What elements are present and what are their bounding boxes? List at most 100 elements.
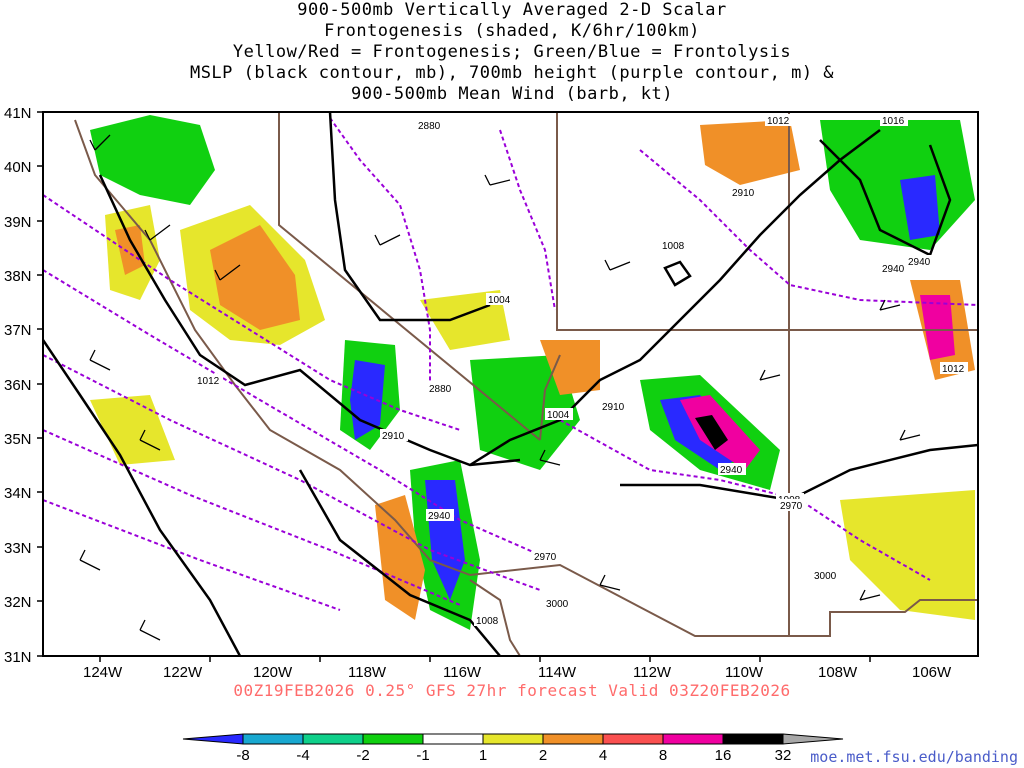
mslp-contour-1008-south — [620, 443, 978, 502]
title-line-3: Yellow/Red = Frontogenesis; Green/Blue =… — [232, 42, 792, 62]
wind-barb — [759, 369, 781, 381]
colorbar-cell — [602, 733, 664, 745]
height-label-box — [906, 255, 934, 267]
lat-label: 33N — [4, 540, 32, 557]
mslp-label: 1004 — [547, 410, 570, 421]
shade-frontogenesis-nm-core — [920, 295, 955, 360]
wind-barb — [599, 574, 621, 591]
border-ut-az — [556, 112, 978, 331]
colorbar-tick: -4 — [296, 747, 309, 764]
height-label: 2880 — [429, 384, 452, 395]
colorbar-cell — [182, 733, 244, 745]
colorbar-cell — [662, 733, 724, 745]
shade-frontolysis-nw — [90, 115, 215, 205]
lon-label: 120W — [253, 664, 293, 681]
lon-label: 116W — [443, 664, 482, 681]
longitude-labels: 124W 122W 120W 118W 116W 114W 112W 110W … — [83, 664, 952, 681]
height-contour-3000 — [43, 429, 461, 606]
height-label: 2970 — [534, 552, 557, 563]
height-label: 2910 — [732, 188, 755, 199]
colorbar-tick: 16 — [715, 747, 732, 764]
height-contour-2910-east — [639, 149, 978, 306]
colorbar-cell — [242, 733, 304, 745]
height-label-box — [880, 262, 908, 274]
wind-barb — [879, 299, 901, 311]
title-line-5: 900-500mb Mean Wind (barb, kt) — [350, 84, 674, 104]
lat-label: 37N — [4, 322, 32, 339]
lat-label: 40N — [4, 159, 32, 176]
mslp-label: 1012 — [767, 116, 790, 127]
wind-barb — [79, 549, 101, 571]
map-title: 900-500mb Vertically Averaged 2-D Scalar… — [0, 0, 1024, 105]
height-label-box — [778, 499, 806, 511]
mslp-contour-1008-sw — [298, 469, 501, 656]
height-label-box — [532, 550, 560, 562]
wind-barb — [89, 349, 111, 371]
title-line-2: Frontogenesis (shaded, K/6hr/100km) — [324, 21, 700, 41]
colorbar-cell — [422, 733, 484, 745]
mslp-label: 1004 — [488, 295, 511, 306]
wind-barbs — [79, 134, 921, 641]
height-label: 2910 — [382, 431, 405, 442]
mslp-label-box — [660, 239, 688, 251]
mslp-label: 1012 — [942, 364, 965, 375]
lon-label: 110W — [725, 664, 764, 681]
height-label-box — [426, 509, 454, 521]
credit-url: moe.met.fsu.edu/banding — [810, 748, 1018, 766]
title-line-4: MSLP (black contour, mb), 700mb height (… — [189, 63, 835, 83]
colorbar-cell — [782, 733, 844, 745]
colorbar-tick: 1 — [479, 747, 487, 764]
mslp-label-box — [765, 114, 793, 126]
shade-frontogenesis-utah — [700, 120, 800, 185]
colorbar-cell — [362, 733, 424, 745]
shade-frontogenesis-sierra-core — [210, 225, 300, 330]
lat-label: 41N — [4, 105, 32, 122]
wind-barb — [859, 589, 881, 601]
mslp-low-center — [663, 260, 692, 287]
border-ca-nv — [278, 112, 541, 441]
lat-ticks — [37, 111, 43, 657]
shade-frontogenesis-texas — [840, 490, 975, 620]
shade-frontogenesis-arizona-peak — [695, 415, 728, 450]
colorbar-tick: -1 — [416, 747, 429, 764]
shade-frontolysis-colorado-core — [900, 175, 940, 240]
lon-label: 112W — [633, 664, 672, 681]
colorbar-cells — [182, 733, 844, 745]
wind-barb — [139, 429, 161, 451]
border-colorado-river — [539, 354, 561, 441]
lon-label: 114W — [538, 664, 577, 681]
lat-label: 34N — [4, 485, 32, 502]
shade-frontogenesis-nevada-se — [540, 340, 600, 395]
height-label-box — [544, 597, 572, 609]
latitude-labels: 41N 40N 39N 38N 37N 36N 35N 34N 33N 32N … — [4, 105, 32, 666]
contour-labels: 1012 1016 1008 1004 1012 1004 1012 1008 … — [195, 114, 968, 627]
height-label: 3000 — [546, 599, 569, 610]
axis-ticks — [37, 111, 871, 662]
wind-barb — [144, 224, 171, 241]
mslp-label: 1016 — [882, 116, 905, 127]
colorbar-cell — [542, 733, 604, 745]
lon-label: 118W — [348, 664, 387, 681]
mslp-contour-1016 — [819, 139, 952, 257]
colorbar-tick: 8 — [659, 747, 667, 764]
height-contour-2880-east — [499, 129, 556, 311]
height-label: 2940 — [720, 465, 743, 476]
height-label: 2940 — [882, 264, 905, 275]
colorbar-tick: 2 — [539, 747, 547, 764]
lat-label: 38N — [4, 268, 32, 285]
shade-frontogenesis-coast-core — [115, 225, 145, 275]
height-label-box — [730, 186, 758, 198]
height-label-box — [427, 382, 455, 394]
lon-label: 124W — [83, 664, 123, 681]
mslp-label-box — [474, 614, 502, 626]
colorbar-cell — [302, 733, 364, 745]
lat-label: 31N — [4, 649, 32, 666]
colorbar-tick-labels: -8 -4 -2 -1 1 2 4 8 16 32 — [236, 747, 791, 764]
height-contour-2940 — [43, 269, 541, 556]
mslp-contour-1012 — [98, 174, 521, 467]
height-label: 2880 — [418, 121, 441, 132]
mslp-label-box — [940, 362, 968, 374]
title-line-1: 900-500mb Vertically Averaged 2-D Scalar — [297, 0, 727, 20]
height-contours — [43, 117, 978, 611]
height-contour-2970-east — [559, 419, 931, 581]
